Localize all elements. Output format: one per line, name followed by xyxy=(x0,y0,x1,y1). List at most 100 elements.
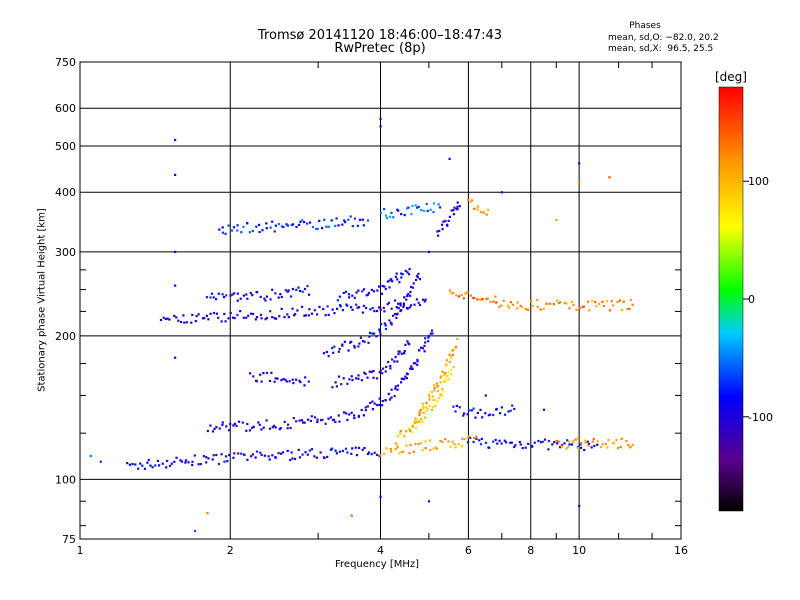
data-point xyxy=(343,340,346,343)
data-point xyxy=(479,210,482,214)
data-point xyxy=(343,411,346,414)
data-point xyxy=(245,293,248,296)
data-point xyxy=(357,289,360,292)
data-point xyxy=(301,219,304,222)
data-point xyxy=(428,404,431,408)
data-point xyxy=(575,308,578,311)
data-point xyxy=(496,442,499,445)
data-point xyxy=(351,225,354,228)
data-point xyxy=(318,305,321,308)
data-point xyxy=(612,442,616,445)
data-point xyxy=(331,447,334,450)
data-point xyxy=(227,317,230,320)
data-point xyxy=(436,230,439,233)
data-point xyxy=(578,162,581,165)
data-point xyxy=(394,387,397,390)
data-point xyxy=(246,458,249,461)
data-point xyxy=(366,405,369,408)
data-point xyxy=(400,276,403,279)
data-point xyxy=(511,303,514,306)
data-point xyxy=(437,384,440,388)
data-point xyxy=(173,314,176,317)
data-point xyxy=(141,464,144,467)
data-point xyxy=(451,353,455,357)
data-point xyxy=(245,316,248,319)
data-point xyxy=(334,381,337,384)
data-point xyxy=(388,279,391,282)
data-point xyxy=(392,314,395,317)
data-point xyxy=(448,289,452,292)
data-point xyxy=(402,303,406,307)
data-point xyxy=(210,292,214,295)
data-point xyxy=(410,365,413,368)
data-point xyxy=(341,309,344,312)
data-point xyxy=(298,223,301,226)
data-point xyxy=(458,406,461,409)
data-point xyxy=(412,362,415,365)
data-point xyxy=(383,285,386,288)
data-point xyxy=(211,430,215,433)
data-point xyxy=(300,419,304,422)
data-point xyxy=(320,419,323,422)
data-point xyxy=(307,314,310,317)
data-point xyxy=(559,446,562,449)
data-point xyxy=(406,373,409,376)
data-point xyxy=(265,222,268,225)
data-point xyxy=(294,313,297,316)
data-point xyxy=(419,408,422,412)
data-point xyxy=(576,437,580,440)
data-point xyxy=(449,368,452,372)
data-point xyxy=(500,191,503,194)
data-point xyxy=(620,308,623,312)
data-point xyxy=(378,330,382,333)
data-point xyxy=(175,316,178,319)
data-point xyxy=(301,305,304,308)
data-point xyxy=(239,310,242,313)
data-point xyxy=(559,301,562,304)
data-point xyxy=(579,443,582,446)
data-point xyxy=(495,407,498,411)
data-point xyxy=(366,219,370,222)
data-point xyxy=(371,306,374,310)
data-point xyxy=(304,376,307,379)
data-point xyxy=(215,298,218,301)
data-point xyxy=(556,299,559,302)
data-point xyxy=(290,223,293,226)
data-point xyxy=(327,313,330,316)
data-point xyxy=(410,212,413,216)
data-point xyxy=(428,439,431,442)
data-point xyxy=(480,437,483,440)
data-point xyxy=(379,454,382,457)
data-point xyxy=(400,309,403,312)
data-point xyxy=(500,442,503,445)
data-point xyxy=(453,443,456,446)
stats-header: Phases xyxy=(629,21,661,31)
data-point xyxy=(398,350,401,353)
data-point xyxy=(310,448,314,451)
data-point xyxy=(416,206,419,209)
data-point xyxy=(478,439,481,442)
data-point xyxy=(277,452,280,455)
data-point xyxy=(444,372,447,375)
data-point xyxy=(274,292,277,295)
data-point xyxy=(412,423,415,426)
data-point xyxy=(315,227,318,230)
data-point xyxy=(306,453,309,456)
data-point xyxy=(622,300,625,303)
x-tick-label: 6 xyxy=(465,544,472,557)
data-point xyxy=(626,308,629,311)
data-point xyxy=(383,208,386,211)
data-point xyxy=(456,205,459,208)
data-point xyxy=(353,414,356,417)
data-point xyxy=(426,209,429,213)
data-point xyxy=(443,380,446,383)
data-point xyxy=(232,424,235,427)
data-point xyxy=(295,378,298,381)
data-point xyxy=(358,306,361,309)
data-point xyxy=(362,304,365,307)
data-point xyxy=(486,297,489,300)
data-point xyxy=(370,288,373,291)
data-point xyxy=(367,341,370,344)
data-point xyxy=(516,301,519,304)
data-point xyxy=(364,406,367,409)
